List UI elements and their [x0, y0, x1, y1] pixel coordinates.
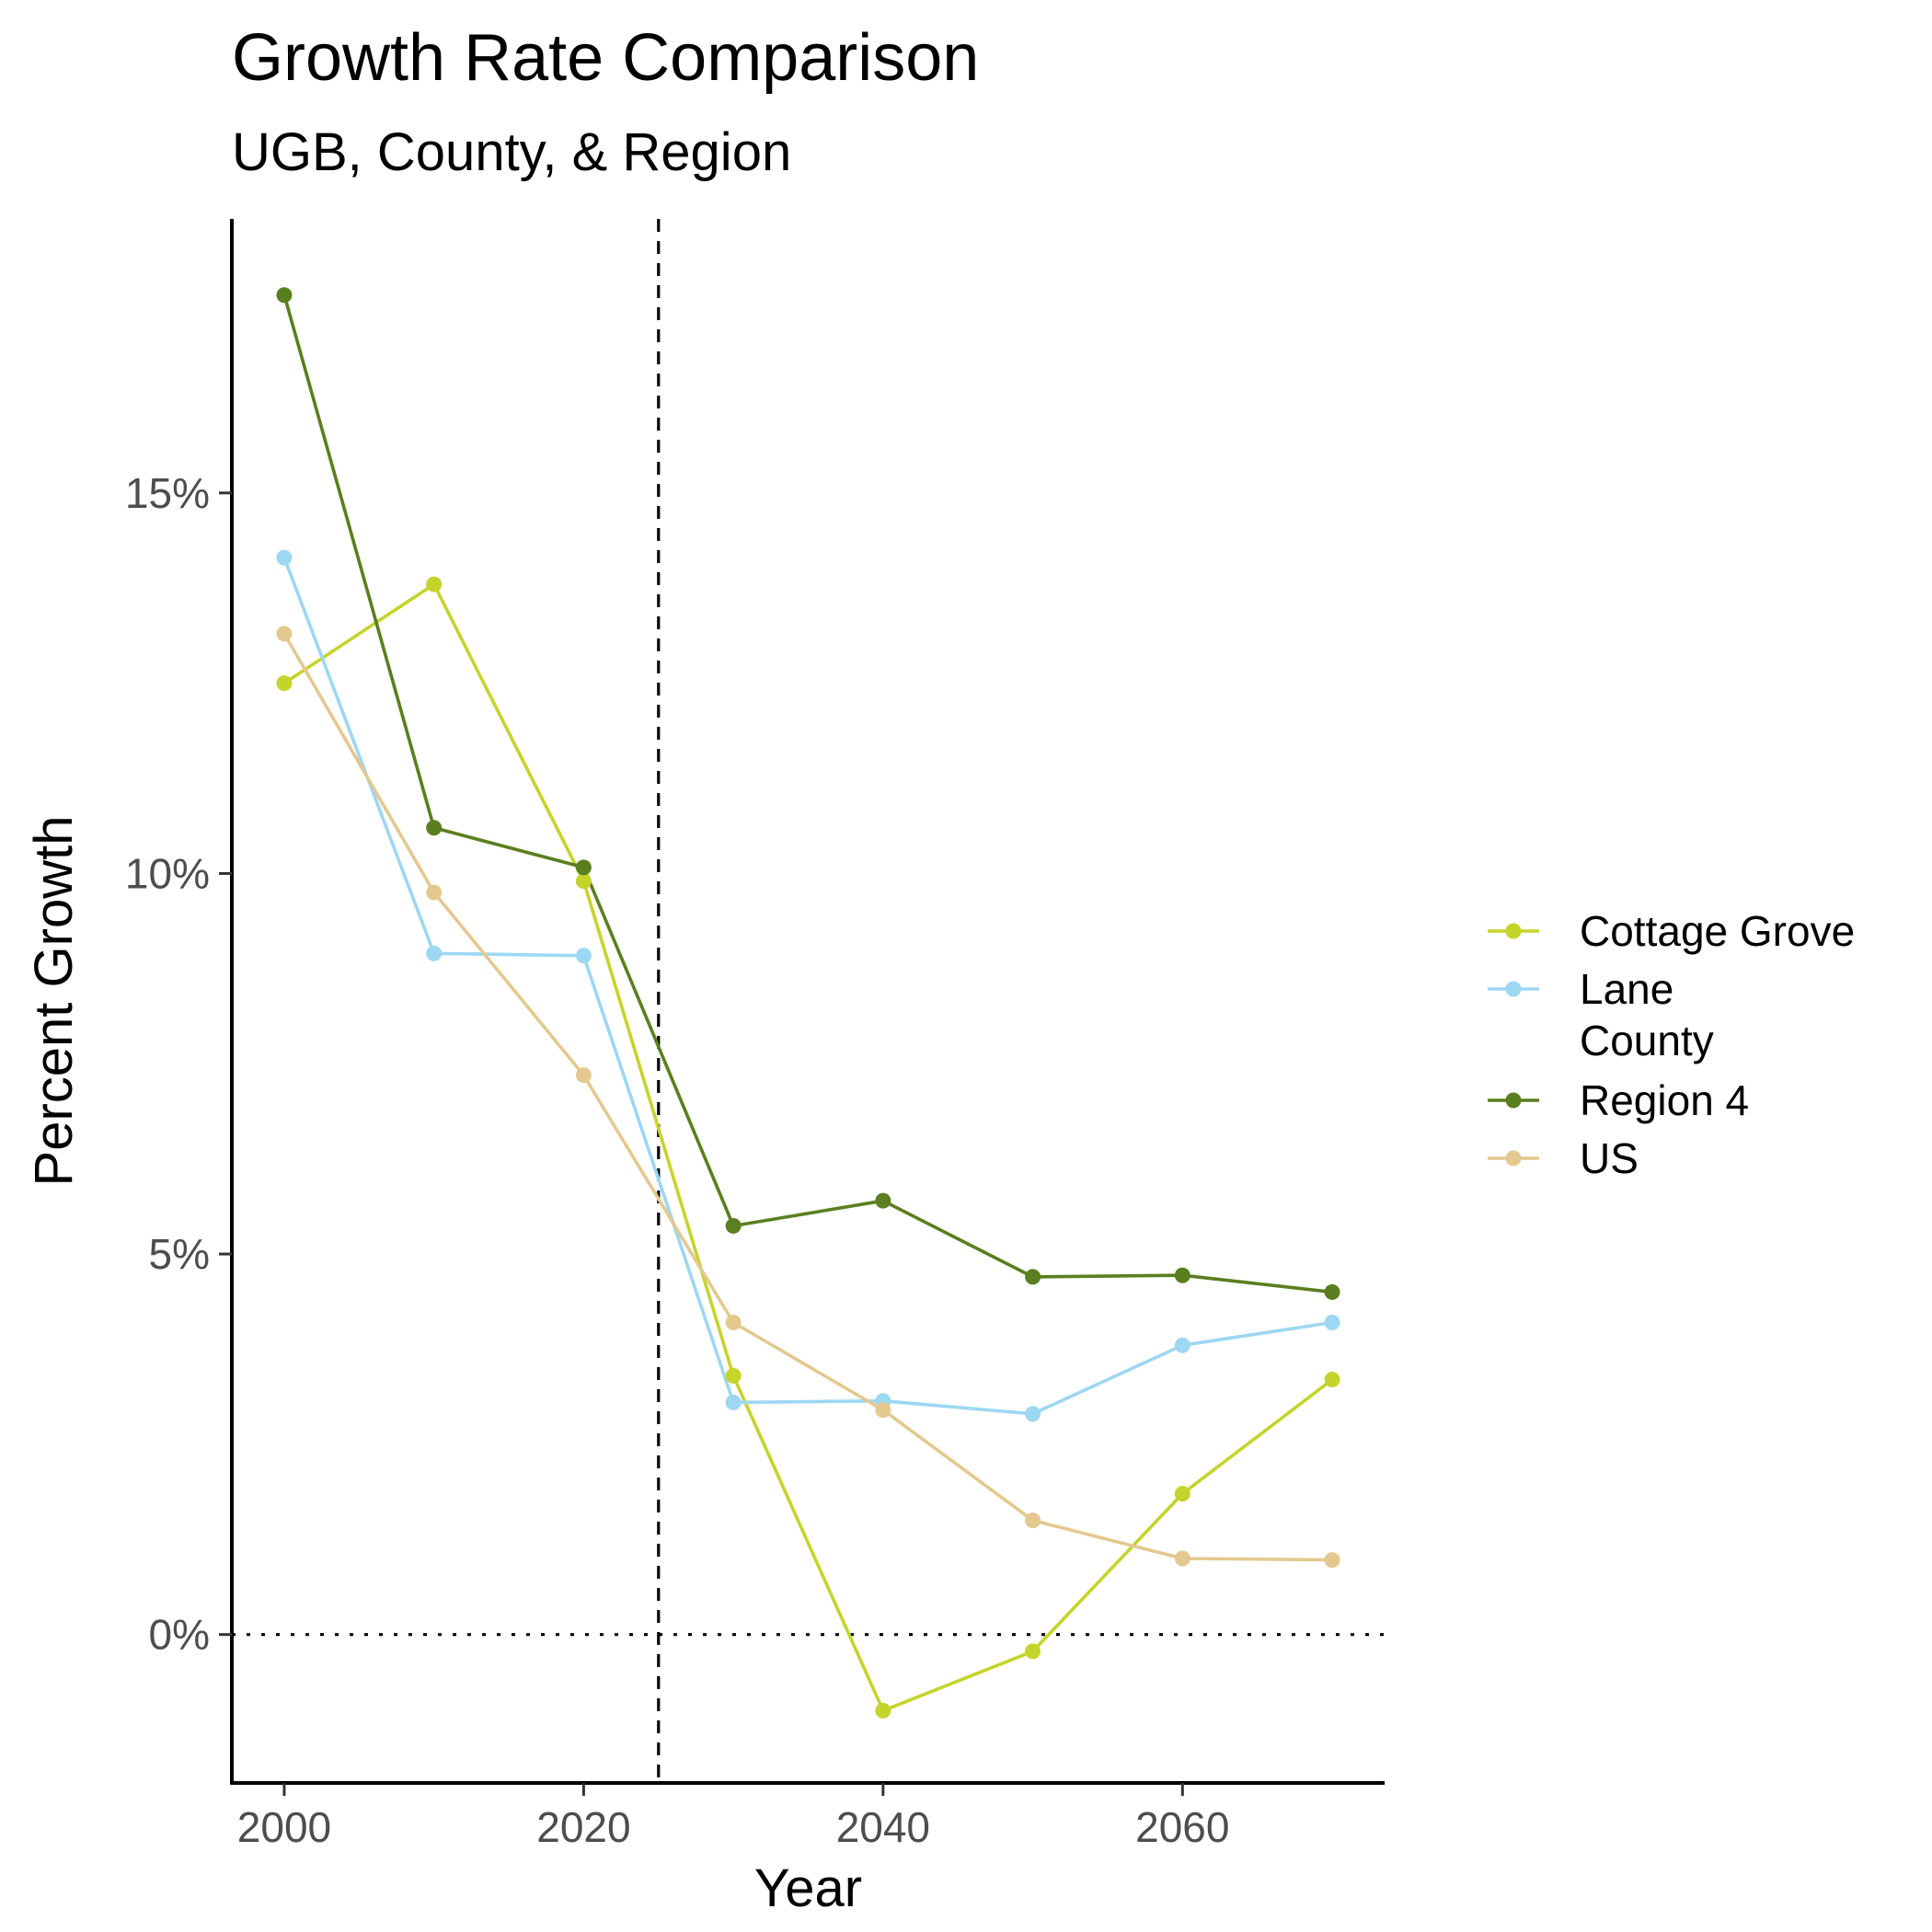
data-point [426, 576, 443, 592]
series-line-1 [282, 557, 1333, 1416]
legend-label-line: Region 4 [1580, 1076, 1749, 1124]
data-point [1324, 1283, 1340, 1300]
data-point [1025, 1269, 1041, 1285]
legend-label-line: Cottage Grove [1580, 907, 1855, 955]
legend-label-line: County [1580, 1017, 1714, 1064]
data-point [875, 1402, 891, 1419]
data-point [575, 873, 592, 890]
series-line-0 [283, 582, 1334, 1713]
legend-label: Lane County [1580, 965, 1714, 1064]
data-point [426, 820, 443, 836]
x-tick-label: 2040 [836, 1803, 930, 1851]
data-point [276, 287, 293, 304]
legend-key-point [1505, 1150, 1522, 1167]
y-tick-label: 0% [149, 1611, 210, 1659]
y-axis-title: Percent Growth [24, 816, 84, 1187]
data-point [1025, 1643, 1041, 1660]
data-point [575, 948, 592, 964]
data-point [1025, 1512, 1041, 1529]
x-tick-label: 2060 [1135, 1803, 1229, 1851]
data-point [276, 626, 293, 642]
series-line-2 [282, 294, 1333, 1294]
data-point [426, 884, 443, 901]
y-tick-label: 10% [125, 849, 210, 897]
data-point [1324, 1552, 1340, 1569]
data-point [1025, 1406, 1041, 1422]
legend-key-point [1505, 1092, 1522, 1109]
legend-label-line: Lane [1580, 965, 1673, 1013]
data-point [1324, 1315, 1340, 1331]
y-tick-label: 5% [149, 1230, 210, 1278]
y-tick-label: 15% [125, 469, 210, 517]
data-point [575, 1067, 592, 1084]
legend-label-line: US [1580, 1134, 1639, 1182]
data-point [875, 1192, 891, 1209]
data-point [725, 1394, 742, 1410]
data-point [426, 945, 443, 961]
x-tick-label: 2020 [536, 1803, 630, 1851]
x-tick-label: 2000 [237, 1803, 331, 1851]
series-line-3 [282, 632, 1333, 1562]
data-point [575, 859, 592, 876]
data-point [875, 1702, 891, 1719]
data-point [1174, 1337, 1190, 1353]
data-point [1174, 1550, 1190, 1567]
data-point [1174, 1486, 1190, 1502]
legend-label: Cottage Grove [1580, 907, 1855, 955]
legend-key-point [1505, 981, 1522, 997]
chart-subtitle: UGB, County, & Region [232, 122, 792, 182]
data-point [276, 549, 293, 566]
data-point [1324, 1372, 1340, 1388]
data-point [725, 1315, 742, 1331]
chart-title: Growth Rate Comparison [232, 21, 980, 95]
legend-key-point [1505, 923, 1522, 939]
data-point [725, 1367, 742, 1384]
data-point [1174, 1267, 1190, 1283]
data-point [725, 1217, 742, 1234]
legend-label: Region 4 [1580, 1076, 1749, 1124]
data-point [276, 675, 293, 692]
legend-label: US [1580, 1134, 1639, 1182]
x-axis-title: Year [754, 1858, 862, 1918]
